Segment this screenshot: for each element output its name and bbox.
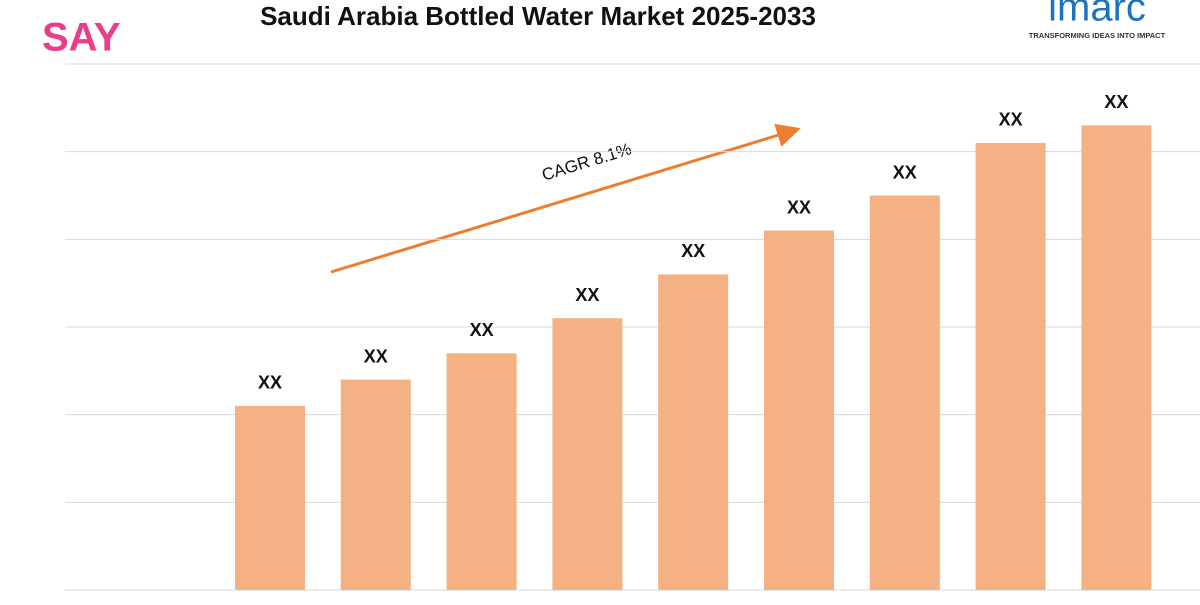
value-label: XX [470, 320, 494, 340]
bar [658, 274, 729, 590]
right-logo: imarc [1048, 0, 1146, 30]
value-label: XX [1104, 92, 1128, 112]
bar [446, 353, 517, 590]
bar [764, 230, 834, 591]
value-label: XX [681, 241, 705, 261]
value-label: XX [893, 162, 917, 182]
bar [975, 142, 1046, 590]
chart-title: Saudi Arabia Bottled Water Market 2025-2… [260, 1, 816, 31]
cagr-label: CAGR 8.1% [540, 139, 634, 184]
right-logo-tagline: TRANSFORMING IDEAS INTO IMPACT [1029, 31, 1166, 40]
left-logo: SAY [42, 16, 121, 60]
value-label: XX [999, 110, 1023, 130]
bar [340, 379, 411, 590]
value-label: XX [787, 197, 811, 217]
bar [235, 405, 305, 590]
bar [552, 318, 623, 590]
value-label: XX [575, 285, 599, 305]
value-label: XX [258, 373, 282, 393]
value-label: XX [364, 346, 388, 366]
cagr-arrow [330, 123, 801, 274]
bar [1081, 125, 1152, 590]
bar [869, 195, 940, 590]
